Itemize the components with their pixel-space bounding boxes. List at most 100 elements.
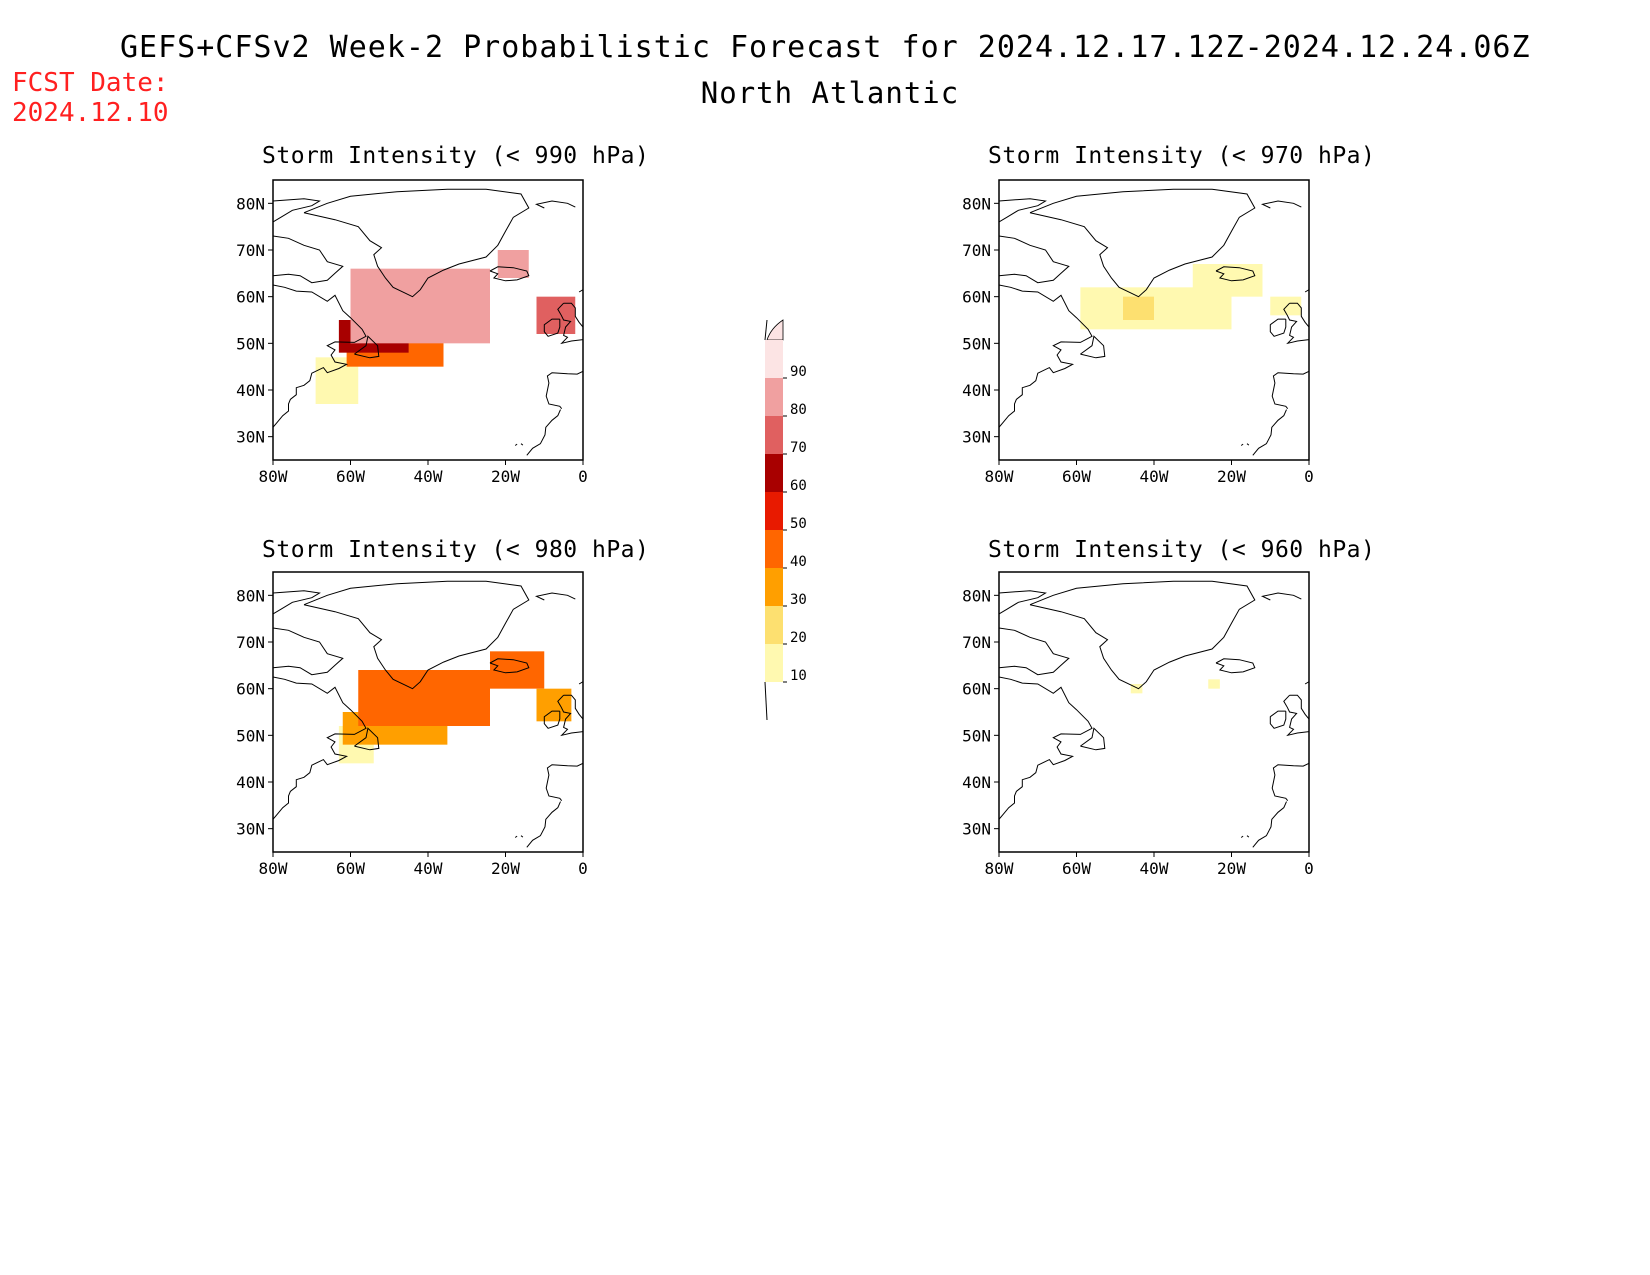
coastline — [514, 443, 518, 446]
coastline — [534, 592, 576, 601]
lat-tick-label: 40N — [962, 381, 991, 400]
coastline — [999, 676, 1093, 820]
coastline — [534, 200, 576, 209]
coastline — [1304, 681, 1309, 685]
coastline — [273, 627, 344, 676]
colorbar-segment — [765, 454, 783, 492]
probability-region — [490, 651, 545, 689]
coastline — [520, 443, 524, 446]
coastline — [1304, 289, 1309, 293]
panel-title-990: Storm Intensity (< 990 hPa) — [262, 143, 650, 169]
coastline — [1289, 694, 1309, 720]
lon-tick-label: 0 — [1304, 859, 1314, 878]
lat-tick-label: 60N — [962, 680, 991, 699]
panel-title-970: Storm Intensity (< 970 hPa) — [988, 143, 1376, 169]
probability-region — [1208, 679, 1220, 689]
colorbar-label: 70 — [790, 440, 807, 456]
probability-region — [536, 688, 572, 722]
lon-tick-label: 20W — [491, 467, 520, 486]
coastline — [273, 198, 321, 223]
probability-region — [1270, 296, 1302, 316]
lat-tick-label: 30N — [962, 820, 991, 839]
coastline — [1260, 592, 1302, 601]
forecast-date-block: FCST Date: 2024.12.10 — [12, 68, 169, 128]
region-subtitle: North Atlantic — [700, 76, 960, 110]
probability-region — [497, 250, 529, 278]
panel-title-960: Storm Intensity (< 960 hPa) — [988, 537, 1376, 563]
lat-tick-label: 70N — [962, 633, 991, 652]
lon-tick-label: 60W — [336, 467, 365, 486]
lat-tick-label: 70N — [236, 241, 265, 260]
coastline — [1252, 801, 1287, 848]
colorbar-segment — [765, 492, 783, 530]
panel-title-980: Storm Intensity (< 980 hPa) — [262, 537, 650, 563]
colorbar-label: 90 — [790, 364, 807, 380]
chart-title: GEFS+CFSv2 Week-2 Probabilistic Forecast… — [120, 30, 1531, 65]
coastline — [273, 590, 321, 615]
coastline — [543, 710, 561, 729]
coastline — [545, 370, 583, 410]
lat-tick-label: 80N — [236, 194, 265, 213]
lat-tick-label: 40N — [236, 773, 265, 792]
coastline — [273, 235, 344, 284]
coastline — [520, 835, 524, 838]
forecast-date-value: 2024.12.10 — [12, 98, 169, 128]
lat-tick-label: 70N — [962, 241, 991, 260]
coastline — [1080, 727, 1106, 751]
probability-region — [1130, 684, 1143, 694]
coastline — [563, 302, 583, 328]
lon-tick-label: 80W — [985, 859, 1014, 878]
coastline — [526, 409, 561, 456]
coastline — [999, 590, 1047, 615]
coastline — [1260, 200, 1302, 209]
coastline — [1283, 302, 1309, 345]
probability-region — [536, 296, 576, 334]
colorbar-bottom-extension — [764, 681, 768, 721]
colorbar-label: 60 — [790, 478, 807, 494]
colorbar-label: 30 — [790, 592, 807, 608]
map-panel-960: 80N 70N 60N 50N 40N 30N 80W 60W 40W 20W 0 — [962, 571, 1314, 878]
coastline — [1029, 580, 1256, 690]
coastline — [303, 188, 530, 298]
coastline — [526, 801, 561, 848]
lon-tick-label: 40W — [414, 859, 443, 878]
lon-tick-label: 80W — [259, 467, 288, 486]
probability-region — [350, 268, 490, 344]
coastline — [1215, 266, 1256, 282]
lat-tick-label: 40N — [236, 381, 265, 400]
coastline — [1271, 762, 1309, 802]
colorbar-segment — [765, 340, 783, 378]
lon-tick-label: 80W — [985, 467, 1014, 486]
colorbar-top-extension — [766, 319, 784, 341]
colorbar-edge — [764, 319, 768, 341]
coastline — [1269, 318, 1287, 337]
coastline — [489, 266, 530, 282]
coastline — [1269, 710, 1287, 729]
map-panel-970: 80N 70N 60N 50N 40N 30N 80W 60W 40W 20W 0 — [962, 179, 1314, 486]
lat-tick-label: 80N — [962, 586, 991, 605]
coastline — [578, 289, 583, 293]
coastline — [543, 318, 561, 337]
colorbar-segment — [765, 378, 783, 416]
lat-tick-label: 30N — [962, 428, 991, 447]
coastline — [1271, 370, 1309, 410]
map-panel-990: 80N 70N 60N 50N 40N 30N 80W 60W 40W 20W 0 — [236, 179, 588, 486]
lon-tick-label: 0 — [578, 467, 588, 486]
lat-tick-label: 50N — [236, 726, 265, 745]
coastline — [1029, 188, 1256, 298]
coastline — [1283, 694, 1309, 737]
coastline — [273, 284, 367, 428]
lat-tick-label: 30N — [236, 428, 265, 447]
colorbar-label: 40 — [790, 554, 807, 570]
lat-tick-label: 50N — [962, 726, 991, 745]
lon-tick-label: 80W — [259, 859, 288, 878]
lat-tick-label: 80N — [962, 194, 991, 213]
coastline — [1246, 835, 1250, 838]
colorbar-segment — [765, 644, 783, 682]
lat-tick-label: 40N — [962, 773, 991, 792]
lat-tick-label: 60N — [236, 680, 265, 699]
coastline — [1080, 335, 1106, 359]
forecast-date-label: FCST Date: — [12, 68, 169, 98]
coastline — [489, 658, 530, 674]
coastline — [1246, 443, 1250, 446]
